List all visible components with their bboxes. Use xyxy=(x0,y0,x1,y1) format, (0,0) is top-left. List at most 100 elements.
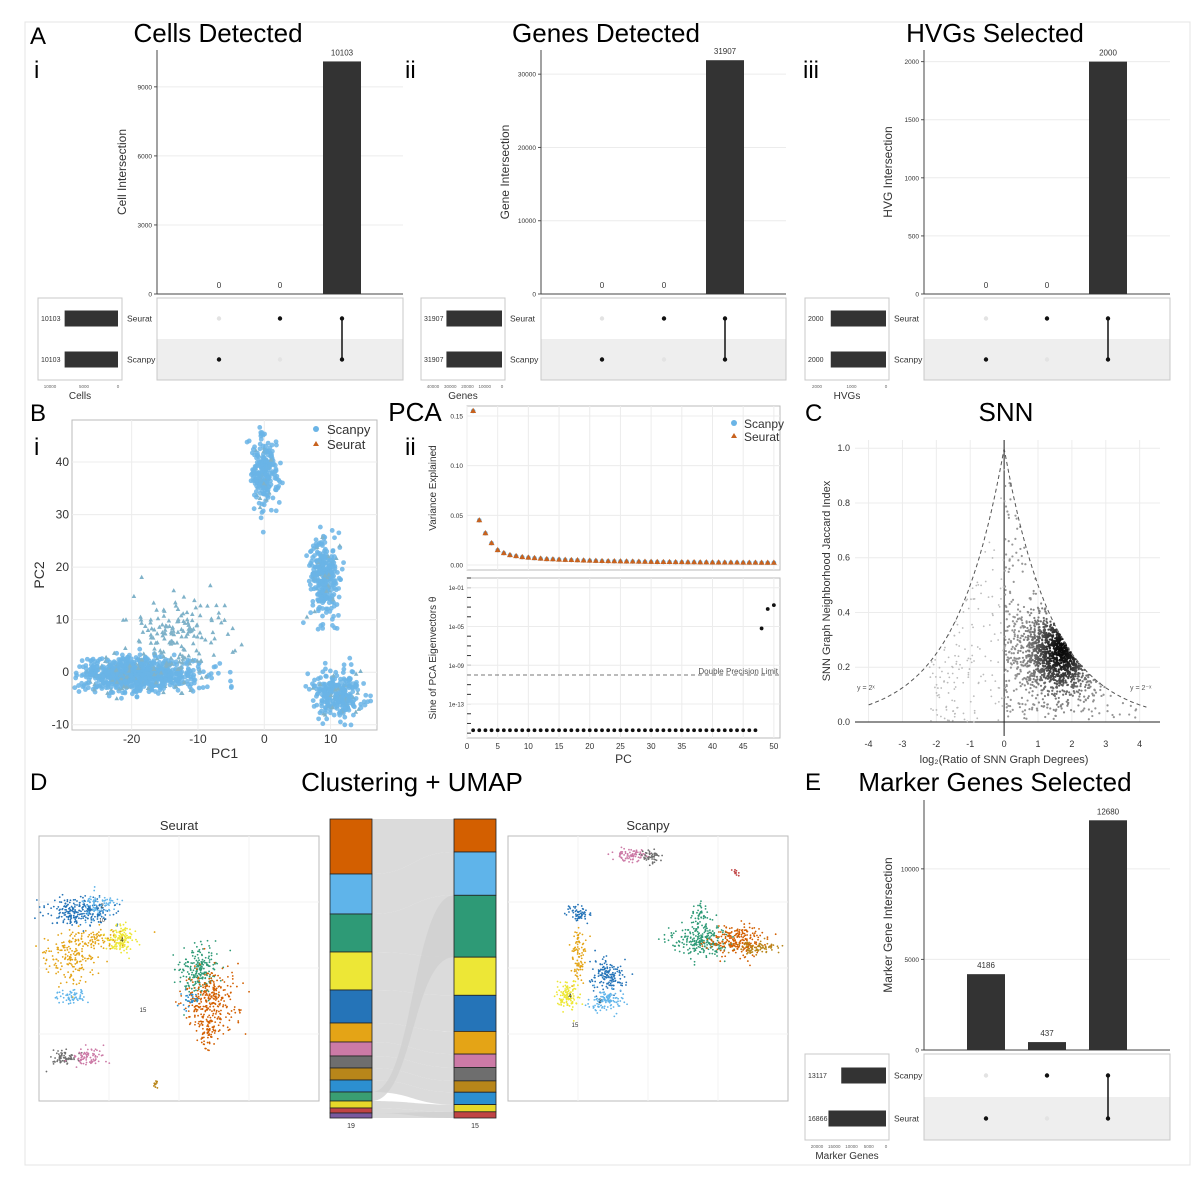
sine-point xyxy=(765,607,770,611)
y-tick-label: 0.0 xyxy=(837,717,850,727)
density-point xyxy=(1020,696,1024,699)
scanpy-point xyxy=(330,548,336,553)
seurat-point xyxy=(175,629,181,634)
legend-seurat-label: Seurat xyxy=(327,437,366,452)
density-point xyxy=(1009,639,1013,643)
umap-point xyxy=(116,898,119,901)
density-point xyxy=(1034,620,1038,624)
density-point xyxy=(1063,668,1066,671)
sine-point xyxy=(667,728,672,733)
scanpy-point xyxy=(273,487,279,493)
umap-point xyxy=(92,931,94,934)
density-point xyxy=(1055,708,1058,711)
density-point xyxy=(1031,658,1034,662)
scanpy-point xyxy=(258,472,264,478)
density-point xyxy=(1056,639,1059,642)
sine-point xyxy=(643,728,647,733)
scanpy-point xyxy=(81,683,87,689)
density-point xyxy=(930,707,932,710)
density-point xyxy=(1054,679,1057,682)
seurat-point xyxy=(635,558,642,564)
sine-point xyxy=(495,728,500,733)
umap-point xyxy=(129,948,132,950)
seurat-point xyxy=(727,559,734,565)
scanpy-point xyxy=(342,681,348,687)
density-point xyxy=(1013,630,1016,634)
umap-point xyxy=(108,943,111,946)
bar-value-label: 0 xyxy=(984,281,989,290)
umap-point xyxy=(67,918,70,921)
umap-point xyxy=(94,909,97,912)
umap-point xyxy=(114,939,117,942)
umap-point xyxy=(191,951,193,954)
set-size-label: 2000 xyxy=(808,316,824,323)
density-point xyxy=(1042,647,1045,650)
umap-point xyxy=(68,914,71,917)
umap-point xyxy=(118,937,121,940)
seurat-point xyxy=(326,572,332,577)
density-point xyxy=(1012,625,1016,628)
scanpy-point xyxy=(186,667,192,673)
seurat-point xyxy=(159,622,165,627)
umap-point xyxy=(72,979,75,982)
density-point xyxy=(1025,656,1028,659)
umap-point xyxy=(97,956,100,959)
y-tick-label: 3000 xyxy=(138,222,153,229)
seurat-point xyxy=(353,709,359,714)
density-point xyxy=(1036,693,1039,697)
umap-point xyxy=(77,925,80,928)
seurat-point xyxy=(574,557,581,563)
density-point xyxy=(1057,674,1060,678)
umap-point xyxy=(119,923,122,925)
umap-point xyxy=(58,991,61,994)
density-point xyxy=(997,686,1000,689)
seurat-point xyxy=(123,675,129,680)
density-point xyxy=(1062,646,1065,649)
umap-point xyxy=(109,914,111,916)
scanpy-point xyxy=(320,625,326,631)
density-point xyxy=(1081,672,1084,675)
umap-point xyxy=(219,979,222,982)
seurat-point xyxy=(179,643,184,649)
umap-point xyxy=(73,921,76,923)
density-point xyxy=(1078,692,1082,696)
seurat-point xyxy=(162,627,168,632)
density-point xyxy=(1051,651,1054,654)
umap-point xyxy=(67,916,70,919)
umap-point xyxy=(179,976,182,979)
density-point xyxy=(1000,497,1002,500)
density-point xyxy=(1069,709,1073,712)
seurat-point xyxy=(167,662,172,667)
scanpy-point xyxy=(99,656,105,662)
umap-point xyxy=(202,961,204,963)
umap-point xyxy=(54,996,57,999)
umap-point xyxy=(184,987,187,989)
density-point xyxy=(1009,498,1012,501)
seurat-point xyxy=(317,681,323,687)
density-point xyxy=(943,680,945,683)
sine-point xyxy=(575,728,580,733)
seurat-point xyxy=(180,611,186,616)
umap-point xyxy=(121,946,124,949)
sine-point xyxy=(587,728,592,733)
umap-point xyxy=(104,904,107,907)
scanpy-point xyxy=(323,707,329,713)
density-point xyxy=(1008,638,1011,641)
seurat-point xyxy=(691,559,698,565)
umap-point xyxy=(94,897,97,900)
umap-point xyxy=(69,990,72,993)
umap-point xyxy=(64,976,67,978)
density-point xyxy=(1129,704,1132,707)
x-tick-label: 40 xyxy=(708,742,717,751)
seurat-point xyxy=(148,640,154,645)
umap-point xyxy=(81,958,84,961)
density-point xyxy=(1039,645,1043,648)
umap-point xyxy=(194,955,197,958)
density-point xyxy=(972,720,975,723)
umap-point xyxy=(153,931,156,933)
x-tick-label: 45 xyxy=(739,742,748,751)
sine-point xyxy=(563,728,568,733)
umap-point xyxy=(69,918,72,921)
umap-point xyxy=(198,948,201,951)
seurat-point xyxy=(513,552,520,559)
